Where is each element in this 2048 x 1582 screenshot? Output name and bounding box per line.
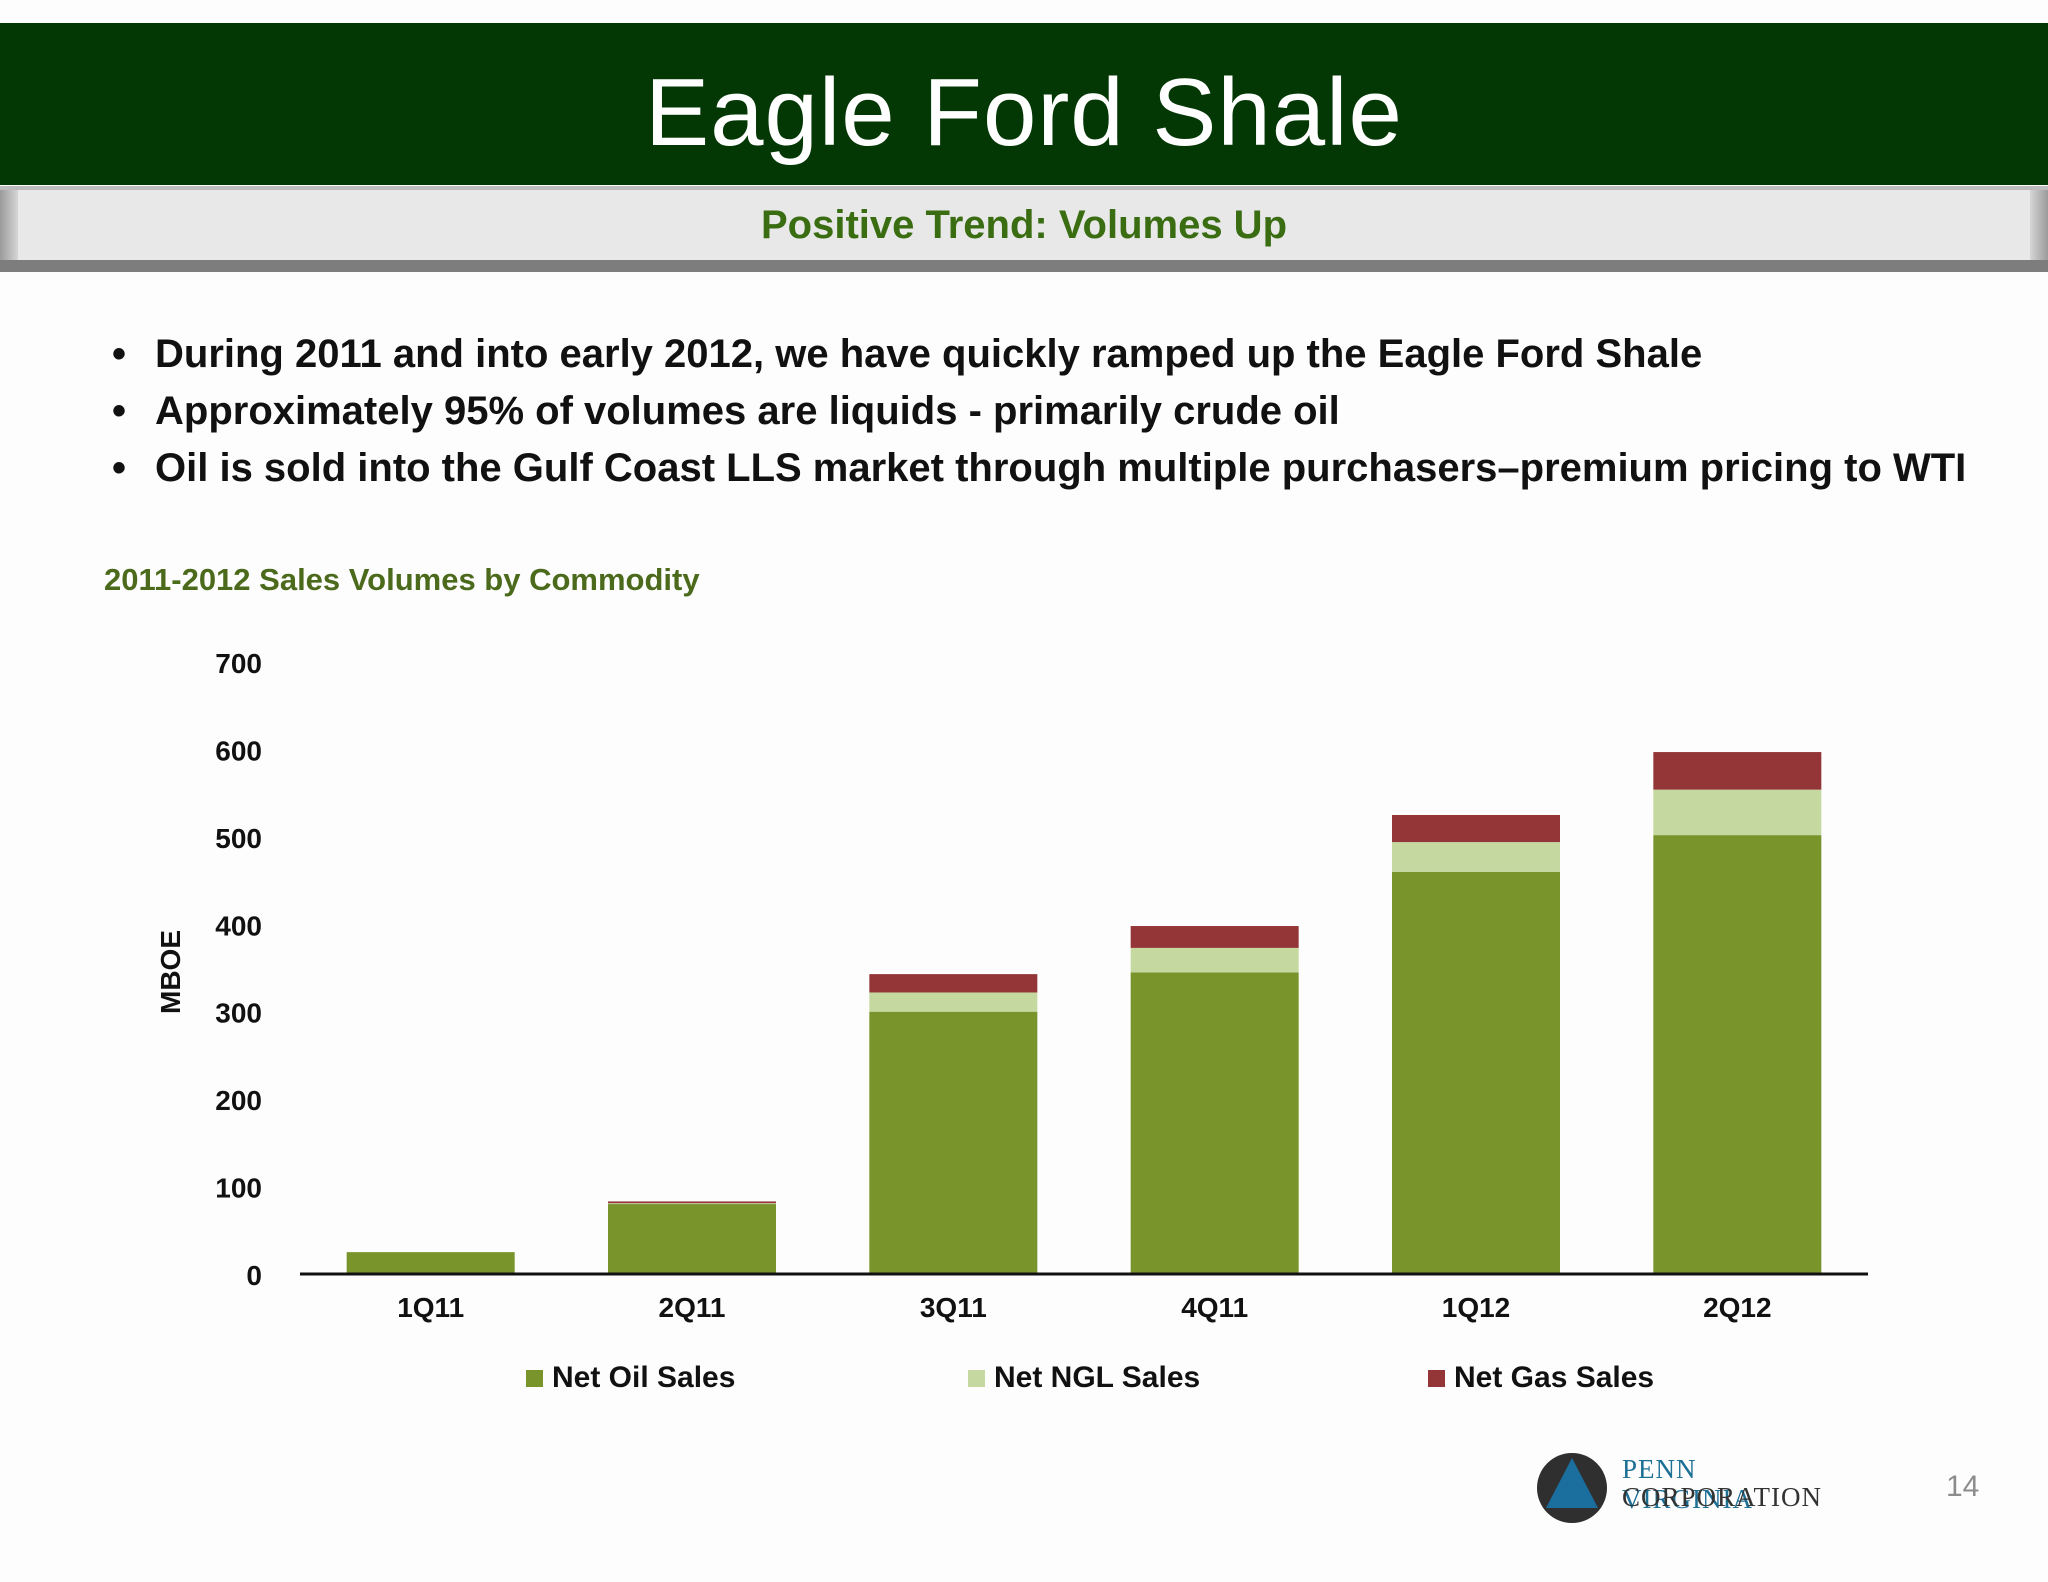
legend-item-oil: Net Oil Sales	[526, 1358, 735, 1398]
bar-segment-gas-1Q12	[1392, 815, 1560, 843]
bar-segment-oil-2Q12	[1653, 835, 1822, 1274]
legend-swatch-gas	[1428, 1369, 1445, 1387]
legend-item-gas: Net Gas Sales	[1428, 1358, 1654, 1398]
y-tick-label: 600	[215, 735, 262, 766]
bar-segment-ngl-3Q11	[869, 992, 1038, 1012]
bullet-dot-icon: •	[112, 389, 127, 433]
y-tick-label: 700	[215, 648, 262, 679]
x-tick-label: 4Q11	[1181, 1292, 1248, 1323]
bar-segment-ngl-1Q12	[1392, 842, 1560, 872]
title-band	[0, 23, 2048, 185]
slide-subtitle: Positive Trend: Volumes Up	[760, 203, 1288, 247]
logo-text-line2: CORPORATION	[1622, 1482, 1823, 1512]
bar-segment-gas-2Q12	[1653, 752, 1822, 790]
bullet-item: • Approximately 95% of volumes are liquid…	[112, 383, 2012, 440]
y-tick-label: 100	[215, 1173, 262, 1204]
x-tick-label: 3Q11	[920, 1292, 987, 1323]
subtitle-band-bevel-right	[2030, 190, 2048, 260]
legend-label-oil: Net Oil Sales	[552, 1361, 736, 1394]
subtitle-band	[0, 186, 2048, 272]
bullet-text: During 2011 and into early 2012, we have…	[155, 332, 1703, 376]
y-tick-label: 300	[215, 998, 262, 1029]
bullet-text: Oil is sold into the Gulf Coast LLS mark…	[155, 446, 1967, 490]
penn-virginia-logo-icon	[1537, 1453, 1607, 1523]
y-axis-label: MBOE	[155, 930, 186, 1014]
legend-swatch-oil	[526, 1369, 543, 1387]
bar-segment-oil-4Q11	[1130, 972, 1299, 1274]
bar-segment-ngl-2Q12	[1653, 789, 1822, 836]
subtitle-band-bevel-left	[0, 190, 18, 260]
bullet-list: • During 2011 and into early 2012, we hav…	[112, 326, 2012, 497]
bar-segment-gas-2Q11	[608, 1201, 776, 1204]
chart-legend: Net Oil Sales Net NGL Sales Net Gas Sale…	[0, 1358, 2048, 1398]
bullet-dot-icon: •	[112, 332, 127, 376]
bullet-item: • During 2011 and into early 2012, we hav…	[112, 326, 2012, 383]
bar-segment-gas-3Q11	[869, 974, 1038, 993]
slide-title: Eagle Ford Shale	[645, 59, 1403, 166]
bar-segment-ngl-2Q11	[608, 1203, 776, 1205]
bar-segment-ngl-4Q11	[1130, 947, 1299, 973]
bar-segment-oil-2Q11	[608, 1204, 776, 1274]
x-tick-label: 2Q11	[659, 1292, 726, 1323]
legend-label-ngl: Net NGL Sales	[994, 1361, 1201, 1394]
y-tick-label: 400	[215, 910, 262, 941]
legend-label-gas: Net Gas Sales	[1454, 1361, 1655, 1394]
x-tick-label: 2Q12	[1703, 1292, 1772, 1323]
bar-segment-gas-4Q11	[1130, 926, 1299, 948]
bullet-item: • Oil is sold into the Gulf Coast LLS mar…	[112, 440, 2012, 497]
x-tick-label: 1Q12	[1442, 1292, 1511, 1323]
legend-swatch-ngl	[968, 1369, 985, 1387]
bullet-dot-icon: •	[112, 446, 127, 490]
logo-text-line1: PENN VIRGINIA	[1622, 1454, 1753, 1514]
page-number: 14	[1946, 1470, 1980, 1503]
bullet-text: Approximately 95% of volumes are liquids…	[155, 389, 1340, 433]
y-tick-label: 200	[215, 1085, 262, 1116]
bar-segment-oil-1Q11	[346, 1252, 515, 1274]
y-tick-label: 0	[246, 1260, 262, 1291]
bar-segment-oil-1Q12	[1392, 871, 1560, 1274]
legend-item-ngl: Net NGL Sales	[968, 1358, 1200, 1398]
chart-caption: 2011-2012 Sales Volumes by Commodity	[104, 562, 700, 597]
company-logo: PENN VIRGINIA CORPORATION	[1534, 1450, 1834, 1526]
x-tick-label: 1Q11	[397, 1292, 464, 1323]
y-tick-label: 500	[215, 823, 262, 854]
bar-segment-oil-3Q11	[869, 1011, 1038, 1274]
